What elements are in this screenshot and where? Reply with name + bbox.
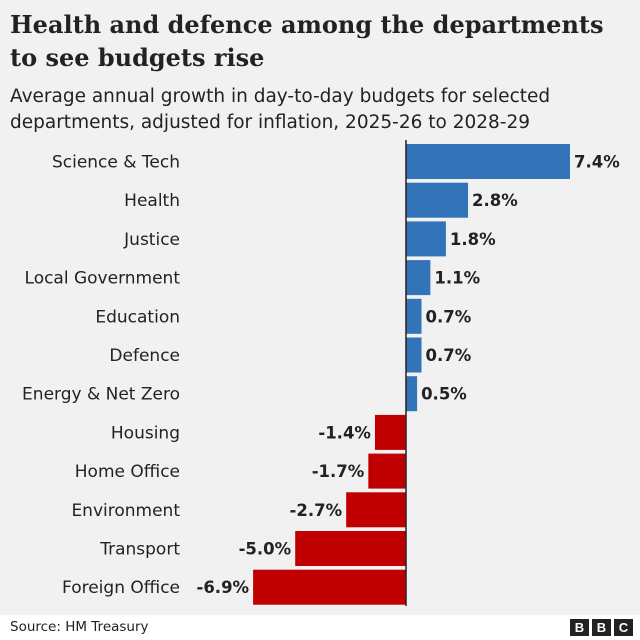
category-label: Housing [111,423,180,443]
logo-letter: C [614,619,633,636]
bar [253,569,406,605]
category-label: Foreign Office [62,578,180,598]
bbc-logo: B B C [570,619,633,636]
category-label: Transport [99,540,180,560]
bar [406,337,422,373]
logo-letter: B [570,619,589,636]
value-label: 0.7% [426,346,472,365]
logo-letter: B [592,619,611,636]
value-label: -5.0% [239,540,292,559]
bar [406,221,446,257]
bar [406,182,469,218]
category-label: Education [95,307,180,327]
value-label: 1.8% [450,230,496,249]
bar [406,260,431,296]
category-label: Health [124,191,180,211]
footer: Source: HM Treasury B B C [0,615,640,640]
bar [406,144,570,179]
category-label: Home Office [75,462,180,482]
value-label: 0.5% [421,385,467,404]
category-label: Environment [71,501,180,521]
bar [295,531,406,566]
category-label: Energy & Net Zero [22,385,180,405]
chart-subtitle: Average annual growth in day-to-day budg… [10,86,551,133]
bar [406,298,422,334]
category-label: Local Government [25,269,181,289]
category-label: Defence [109,346,180,366]
value-label: 2.8% [472,191,518,210]
value-label: -6.9% [196,578,249,597]
bar [368,453,406,489]
chart-title: Health and defence among the departments… [10,10,604,72]
value-label: 1.1% [434,269,480,288]
bar [406,376,418,412]
category-label: Justice [123,230,180,250]
value-label: -1.7% [312,462,365,481]
value-label: 7.4% [574,153,620,172]
bar-chart: Science & Tech 7.4% Health 2.8% Justice 1.8% L… [22,140,620,606]
bar [374,414,406,450]
value-label: 0.7% [426,307,472,326]
value-label: -2.7% [290,501,343,520]
bar [346,492,406,528]
source-note: Source: HM Treasury [10,619,149,635]
category-label: Science & Tech [52,153,180,173]
value-label: -1.4% [318,423,371,442]
